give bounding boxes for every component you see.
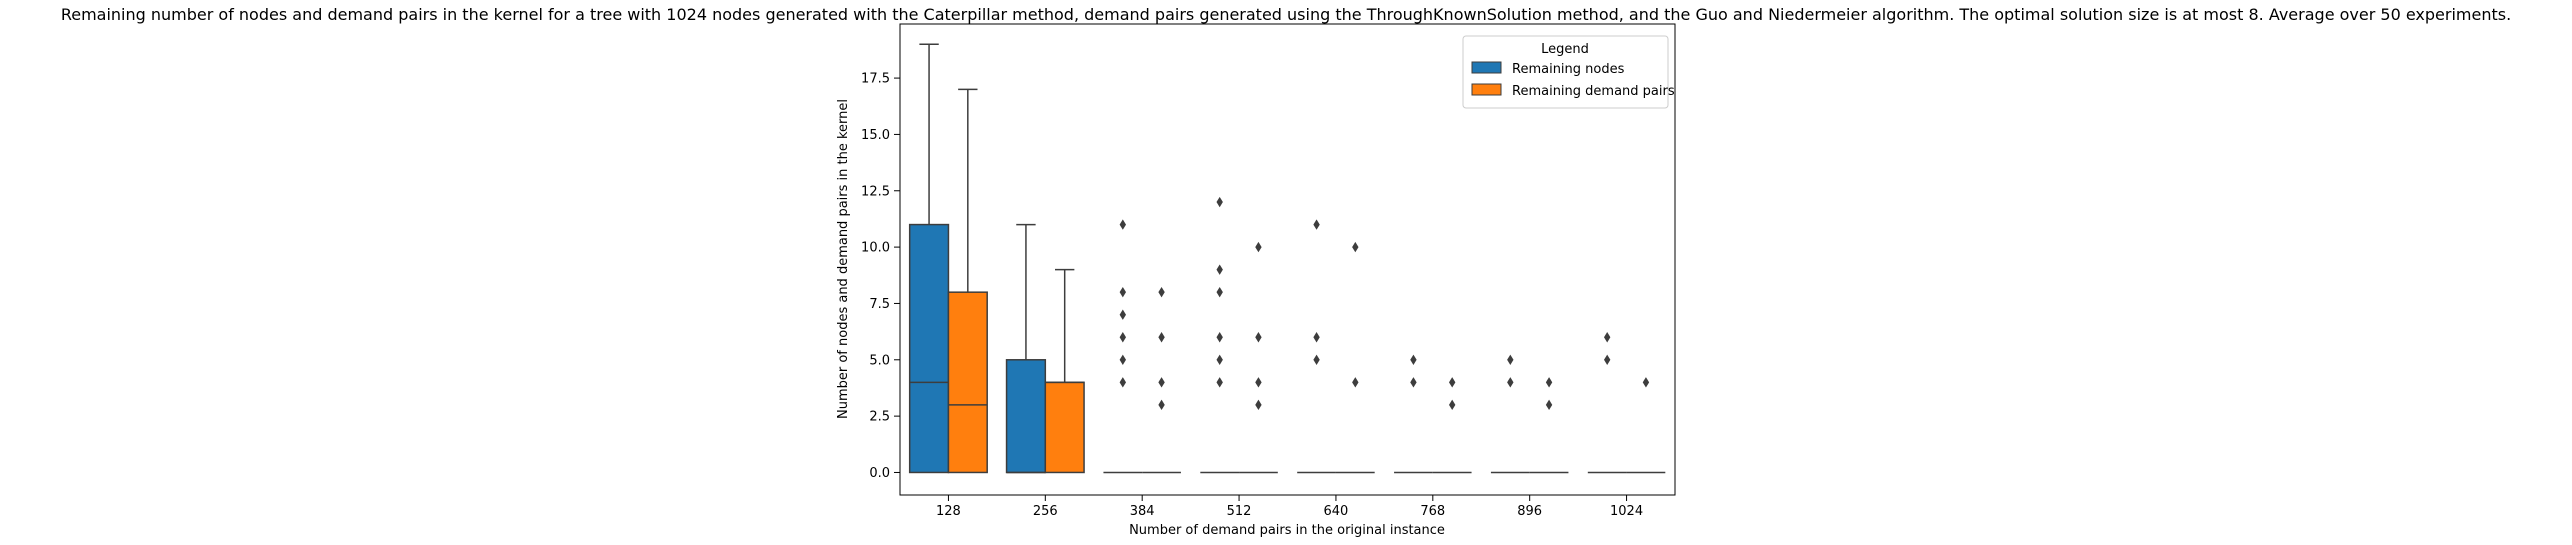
- outlier-point: [1507, 354, 1514, 365]
- outlier-point: [1216, 332, 1223, 343]
- outlier-point: [1313, 332, 1320, 343]
- box-group-remaining-demand-pairs: [1335, 241, 1375, 474]
- outlier-point: [1410, 377, 1417, 388]
- outlier-point: [1255, 241, 1262, 253]
- x-tick-label: 128: [936, 504, 961, 519]
- box-group-remaining-demand-pairs: [1432, 377, 1472, 474]
- legend-title: Legend: [1541, 42, 1589, 57]
- legend-label-remaining-demand-pairs: Remaining demand pairs: [1512, 84, 1675, 99]
- x-tick-label: 768: [1420, 504, 1445, 519]
- x-tick-label: 1024: [1610, 504, 1643, 519]
- legend-label-remaining-nodes: Remaining nodes: [1512, 62, 1625, 77]
- outlier-point: [1545, 399, 1553, 411]
- outlier-point: [1216, 286, 1223, 298]
- x-tick-label: 384: [1130, 504, 1155, 519]
- x-axis: 128 256 384 512 640 768 896 1024: [936, 495, 1643, 519]
- y-tick-label: 7.5: [869, 297, 890, 312]
- outlier-point: [1507, 377, 1514, 388]
- outlier-point: [1119, 309, 1127, 320]
- y-tick-label: 10.0: [861, 241, 890, 256]
- outlier-point: [1313, 354, 1320, 365]
- y-axis-label: Number of nodes and demand pairs in the …: [836, 99, 851, 419]
- outlier-point: [1410, 354, 1417, 365]
- chart-title: Remaining number of nodes and demand pai…: [61, 5, 2511, 24]
- outlier-point: [1119, 332, 1127, 343]
- outlier-point: [1642, 377, 1650, 388]
- outlier-point: [1448, 399, 1456, 411]
- box-group-remaining-demand-pairs: [1239, 241, 1278, 474]
- legend-frame: [1462, 35, 1669, 109]
- outlier-point: [1352, 241, 1359, 253]
- x-tick-label: 896: [1517, 504, 1542, 519]
- legend: Legend Remaining nodes Remaining demand …: [1462, 35, 1675, 109]
- box-group-remaining-demand-pairs: [1142, 286, 1181, 474]
- box-group-remaining-demand-pairs: [1626, 377, 1666, 474]
- outlier-point: [1158, 286, 1165, 298]
- box-group-remaining-demand-pairs: [1044, 268, 1085, 474]
- outlier-point: [1216, 264, 1223, 275]
- box-group-remaining-demand-pairs: [947, 88, 988, 474]
- outlier-point: [1216, 377, 1223, 388]
- outlier-point: [1119, 354, 1127, 365]
- outlier-point: [1313, 219, 1320, 230]
- y-tick-label: 2.5: [869, 410, 890, 425]
- legend-swatch-remaining-nodes: [1471, 61, 1502, 74]
- outlier-point: [1158, 332, 1165, 343]
- y-tick-label: 12.5: [861, 184, 890, 199]
- box-group-remaining-nodes: [1394, 354, 1433, 474]
- y-tick-label: 15.0: [861, 128, 890, 143]
- box-remaining-demand-pairs: [1044, 381, 1085, 474]
- outlier-point: [1119, 219, 1127, 230]
- outlier-point: [1255, 332, 1262, 343]
- outlier-point: [1216, 196, 1223, 208]
- plot-area: [899, 23, 1676, 496]
- box-remaining-nodes: [1005, 359, 1047, 474]
- outlier-point: [1255, 377, 1262, 388]
- outlier-point: [1216, 354, 1223, 365]
- box-group-remaining-nodes: [1587, 332, 1627, 474]
- legend-swatch-remaining-demand-pairs: [1471, 83, 1502, 96]
- y-axis: 0.0 2.5 5.0 7.5 10.0 12.5 15.0 17.5: [861, 72, 900, 481]
- x-tick-label: 512: [1227, 504, 1252, 519]
- x-tick-label: 640: [1324, 504, 1349, 519]
- y-tick-label: 5.0: [869, 353, 890, 368]
- outlier-point: [1255, 399, 1262, 411]
- box-group-remaining-nodes: [1103, 219, 1143, 474]
- box-remaining-nodes: [908, 223, 950, 474]
- x-axis-label: Number of demand pairs in the original i…: [1129, 523, 1445, 538]
- x-tick-label: 256: [1033, 504, 1058, 519]
- outlier-point: [1603, 332, 1611, 343]
- outlier-point: [1545, 377, 1553, 388]
- box-remaining-demand-pairs: [947, 291, 988, 474]
- outlier-point: [1158, 399, 1165, 411]
- box-group-remaining-nodes: [1200, 196, 1240, 474]
- outlier-point: [1119, 377, 1127, 388]
- y-tick-label: 0.0: [869, 466, 890, 481]
- outlier-point: [1119, 286, 1127, 298]
- outlier-point: [1448, 377, 1456, 388]
- box-group-remaining-nodes: [1490, 354, 1530, 474]
- box-group-remaining-nodes: [1297, 219, 1336, 474]
- box-series: [908, 43, 1666, 474]
- box-group-remaining-demand-pairs: [1529, 377, 1569, 474]
- outlier-point: [1352, 377, 1359, 388]
- outlier-point: [1158, 377, 1165, 388]
- box-group-remaining-nodes: [1005, 223, 1047, 474]
- y-tick-label: 17.5: [861, 72, 890, 87]
- outlier-point: [1603, 354, 1611, 365]
- box-group-remaining-nodes: [908, 43, 950, 474]
